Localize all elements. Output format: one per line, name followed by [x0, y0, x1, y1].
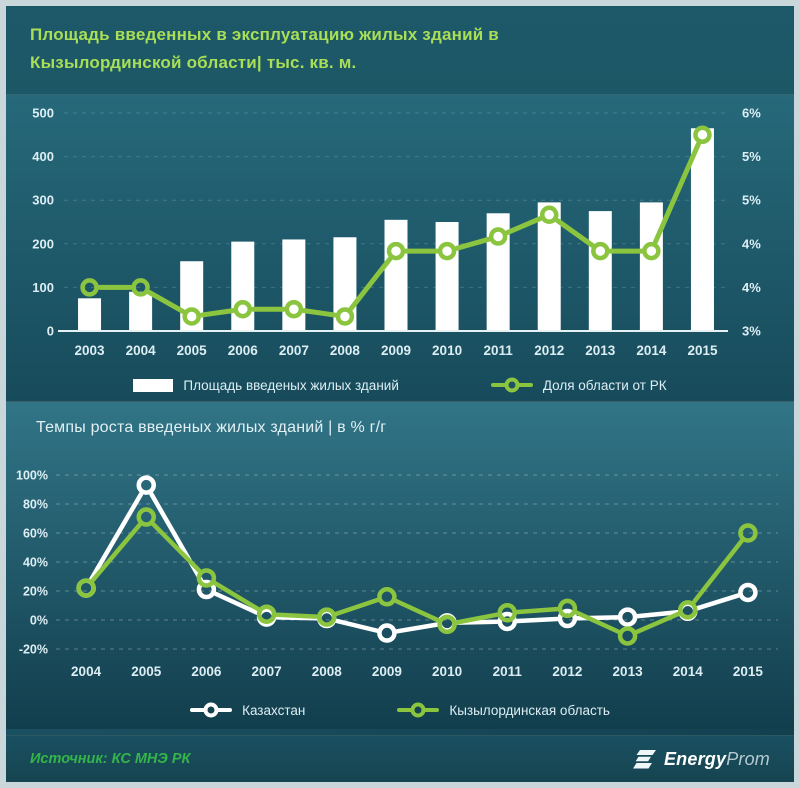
svg-text:400: 400 [32, 149, 54, 164]
ring-icon [203, 702, 219, 718]
legend-label-kazakhstan: Казахстан [242, 702, 306, 718]
svg-text:2014: 2014 [673, 664, 704, 679]
svg-text:2012: 2012 [552, 664, 582, 679]
svg-text:200: 200 [32, 236, 54, 251]
svg-text:2008: 2008 [330, 343, 361, 358]
svg-text:2007: 2007 [279, 343, 309, 358]
svg-text:5%: 5% [742, 193, 761, 208]
svg-text:2009: 2009 [372, 664, 402, 679]
header: Площадь введенных в эксплуатацию жилых з… [6, 6, 794, 94]
svg-text:2004: 2004 [71, 664, 102, 679]
svg-text:60%: 60% [23, 527, 48, 541]
svg-text:2013: 2013 [613, 664, 644, 679]
svg-text:2009: 2009 [381, 343, 411, 358]
svg-text:2015: 2015 [687, 343, 718, 358]
legend-label-area: Площадь введеных жилых зданий [183, 377, 399, 393]
commissioned-area-chart: 0 3% 100 4% 200 4% 300 5% 400 5% 500 6% 2003 2004 2005… [32, 106, 761, 359]
svg-text:4%: 4% [742, 236, 761, 251]
svg-text:2010: 2010 [432, 343, 462, 358]
energyprom-logo: EnergyProm [632, 748, 770, 770]
growth-chart-panel: Темпы роста введеных жилых зданий | в % … [6, 401, 794, 729]
legend-label-share: Доля области от РК [542, 377, 667, 393]
page-title: Площадь введенных в эксплуатацию жилых з… [30, 21, 770, 77]
growth-chart-title: Темпы роста введеных жилых зданий | в % … [36, 419, 387, 436]
svg-text:20%: 20% [23, 585, 48, 599]
svg-text:40%: 40% [23, 556, 48, 570]
svg-text:0%: 0% [30, 614, 48, 628]
page-title-line2: Кызылординской области| тыс. кв. м. [30, 53, 357, 72]
legend-label-kyzylorda: Кызылординская область [449, 702, 610, 718]
page-title-line1: Площадь введенных в эксплуатацию жилых з… [30, 25, 499, 44]
infographic-canvas: Площадь введенных в эксплуатацию жилых з… [6, 6, 794, 782]
svg-text:2005: 2005 [131, 664, 162, 679]
svg-text:2007: 2007 [252, 664, 282, 679]
svg-text:80%: 80% [23, 498, 48, 512]
growth-chart-legend: Казахстан Кызылординская область [6, 691, 794, 729]
svg-text:2010: 2010 [432, 664, 462, 679]
growth-rate-chart: 100% 80% 60% 40% 20% 0% -20% 2004 2005 2006 2007 20… [16, 469, 778, 679]
svg-text:2006: 2006 [228, 343, 259, 358]
svg-text:2011: 2011 [493, 664, 523, 679]
logo-text: EnergyProm [663, 748, 770, 769]
top-chart-panel: 0 3% 100 4% 200 4% 300 5% 400 5% 500 6% 2003 2004 2005… [6, 94, 794, 401]
svg-text:2003: 2003 [75, 343, 106, 358]
bar-swatch-icon [133, 378, 174, 392]
line-marker-green-icon [397, 702, 440, 718]
svg-text:2011: 2011 [484, 343, 514, 358]
svg-text:5%: 5% [742, 149, 761, 164]
svg-text:3%: 3% [742, 324, 761, 339]
ring-icon [504, 377, 520, 393]
line-marker-icon [490, 377, 533, 393]
svg-text:100%: 100% [16, 469, 48, 483]
svg-text:500: 500 [32, 106, 54, 121]
svg-text:-20%: -20% [19, 643, 48, 657]
svg-text:2013: 2013 [585, 343, 616, 358]
legend-item-share: Доля области от РК [490, 377, 667, 393]
ring-icon [410, 702, 426, 718]
footer: Источник: КС МНЭ РК EnergyProm [6, 735, 794, 782]
svg-text:2012: 2012 [534, 343, 564, 358]
svg-text:0: 0 [47, 324, 54, 339]
legend-item-area: Площадь введеных жилых зданий [133, 377, 399, 393]
svg-text:6%: 6% [742, 106, 761, 121]
svg-text:100: 100 [32, 280, 54, 295]
svg-text:4%: 4% [742, 280, 761, 295]
line-marker-white-icon [190, 702, 233, 718]
svg-text:2014: 2014 [636, 343, 667, 358]
source-note: Источник: КС МНЭ РК [30, 751, 191, 767]
svg-text:300: 300 [32, 193, 54, 208]
svg-text:2008: 2008 [312, 664, 343, 679]
svg-text:2004: 2004 [126, 343, 157, 358]
legend-item-kyzylorda: Кызылординская область [397, 702, 610, 718]
legend-item-kazakhstan: Казахстан [190, 702, 306, 718]
svg-text:2015: 2015 [733, 664, 764, 679]
svg-text:2006: 2006 [191, 664, 222, 679]
svg-text:2005: 2005 [177, 343, 208, 358]
top-chart-legend: Площадь введеных жилых зданий Доля облас… [6, 369, 794, 401]
lightning-e-icon [632, 749, 656, 768]
